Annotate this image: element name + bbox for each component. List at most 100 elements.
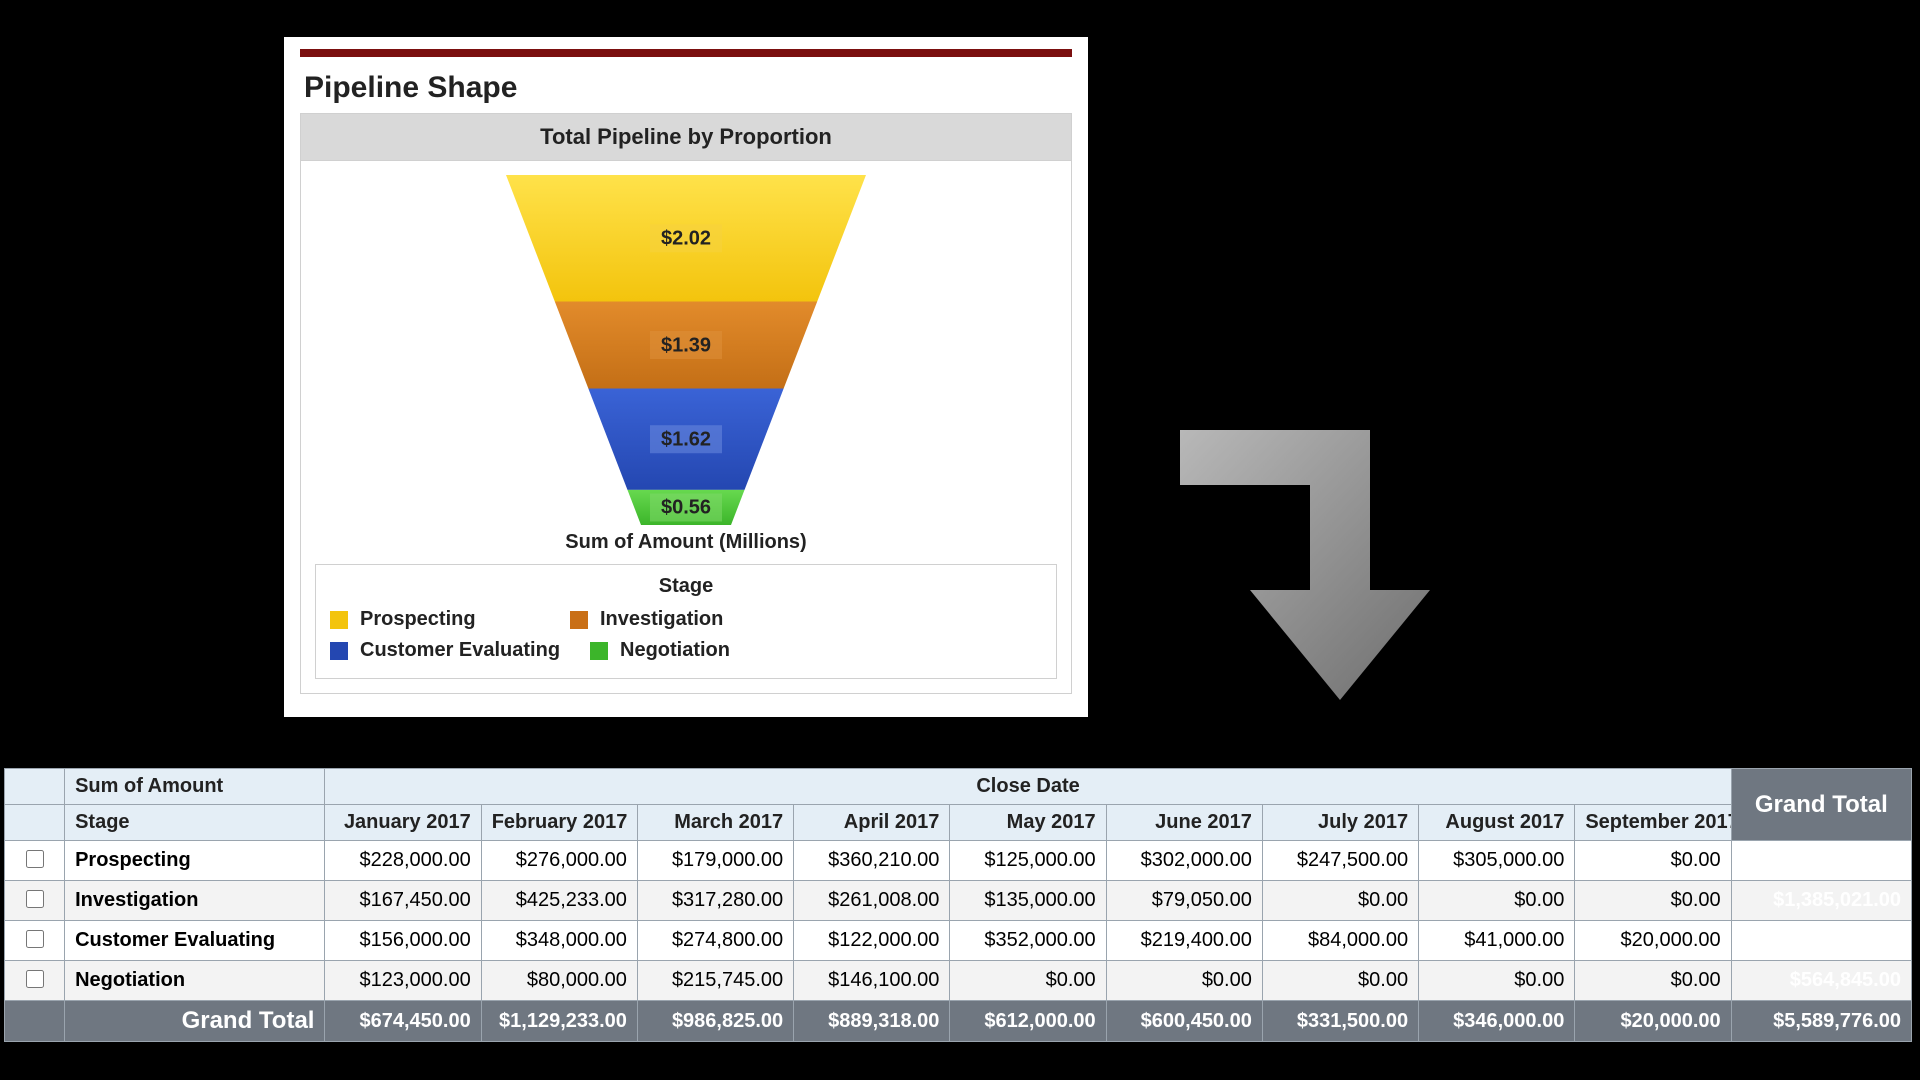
value-cell: $276,000.00 bbox=[481, 841, 637, 881]
value-cell: $228,000.00 bbox=[325, 841, 481, 881]
panel-inner: Total Pipeline by Proportion $2.02$1.39$… bbox=[300, 113, 1072, 694]
column-total-cell: $889,318.00 bbox=[794, 1001, 950, 1042]
funnel-value-label: $2.02 bbox=[661, 228, 711, 250]
hdr-stage: Stage bbox=[65, 805, 325, 841]
row-checkbox[interactable] bbox=[26, 970, 44, 988]
row-total-cell: $564,845.00 bbox=[1731, 961, 1911, 1001]
value-cell: $123,000.00 bbox=[325, 961, 481, 1001]
chart-title: Total Pipeline by Proportion bbox=[301, 114, 1071, 161]
value-cell: $0.00 bbox=[1419, 961, 1575, 1001]
hdr-month: September 2017 bbox=[1575, 805, 1731, 841]
table-row: Prospecting$228,000.00$276,000.00$179,00… bbox=[5, 841, 1912, 881]
value-cell: $360,210.00 bbox=[794, 841, 950, 881]
value-cell: $0.00 bbox=[1262, 881, 1418, 921]
hdr-month: May 2017 bbox=[950, 805, 1106, 841]
legend-label: Investigation bbox=[600, 608, 723, 631]
row-checkbox[interactable] bbox=[26, 890, 44, 908]
row-total-cell: $1,617,200.00 bbox=[1731, 921, 1911, 961]
legend-swatch bbox=[570, 611, 588, 629]
row-total-cell: $2,022,710.00 bbox=[1731, 841, 1911, 881]
row-checkbox[interactable] bbox=[26, 930, 44, 948]
funnel-value-label: $0.56 bbox=[661, 497, 711, 519]
value-cell: $219,400.00 bbox=[1106, 921, 1262, 961]
stage-name-cell: Investigation bbox=[65, 881, 325, 921]
value-cell: $0.00 bbox=[1419, 881, 1575, 921]
value-cell: $80,000.00 bbox=[481, 961, 637, 1001]
value-cell: $125,000.00 bbox=[950, 841, 1106, 881]
legend-item-customer-evaluating: Customer Evaluating bbox=[330, 639, 590, 662]
grand-total-label: Grand Total bbox=[65, 1001, 325, 1042]
row-total-cell: $1,385,021.00 bbox=[1731, 881, 1911, 921]
down-right-arrow-icon bbox=[1180, 430, 1460, 710]
legend-item-negotiation: Negotiation bbox=[590, 639, 830, 662]
value-cell: $0.00 bbox=[1575, 841, 1731, 881]
hdr-month: April 2017 bbox=[794, 805, 950, 841]
value-cell: $179,000.00 bbox=[637, 841, 793, 881]
value-cell: $348,000.00 bbox=[481, 921, 637, 961]
value-cell: $20,000.00 bbox=[1575, 921, 1731, 961]
panel-top-accent bbox=[300, 49, 1072, 57]
column-total-cell: $20,000.00 bbox=[1575, 1001, 1731, 1042]
value-cell: $274,800.00 bbox=[637, 921, 793, 961]
column-total-cell: $331,500.00 bbox=[1262, 1001, 1418, 1042]
value-cell: $247,500.00 bbox=[1262, 841, 1418, 881]
value-cell: $0.00 bbox=[950, 961, 1106, 1001]
value-cell: $135,000.00 bbox=[950, 881, 1106, 921]
legend-label: Customer Evaluating bbox=[360, 639, 560, 662]
legend-swatch bbox=[330, 642, 348, 660]
legend-swatch bbox=[590, 642, 608, 660]
value-cell: $0.00 bbox=[1106, 961, 1262, 1001]
table-row: Customer Evaluating$156,000.00$348,000.0… bbox=[5, 921, 1912, 961]
value-cell: $84,000.00 bbox=[1262, 921, 1418, 961]
funnel-chart: $2.02 $1.39 $1.62 $0.56 Sum of Amount (Mill… bbox=[301, 161, 1071, 679]
funnel-value-label: $1.39 bbox=[661, 334, 711, 356]
column-total-cell: $600,450.00 bbox=[1106, 1001, 1262, 1042]
pivot-table: Sum of AmountClose DateGrand TotalStageJ… bbox=[4, 768, 1912, 1042]
panel-title: Pipeline Shape bbox=[284, 57, 1088, 113]
funnel-value-label: $1.62 bbox=[661, 429, 711, 451]
funnel-svg: $2.02 $1.39 $1.62 $0.56 bbox=[436, 175, 936, 525]
hdr-month: July 2017 bbox=[1262, 805, 1418, 841]
legend-title: Stage bbox=[330, 573, 1042, 604]
legend-item-investigation: Investigation bbox=[570, 608, 810, 631]
value-cell: $41,000.00 bbox=[1419, 921, 1575, 961]
hdr-grand-total: Grand Total bbox=[1731, 769, 1911, 841]
legend-item-prospecting: Prospecting bbox=[330, 608, 570, 631]
value-cell: $352,000.00 bbox=[950, 921, 1106, 961]
hdr-close-date: Close Date bbox=[325, 769, 1731, 805]
value-cell: $0.00 bbox=[1262, 961, 1418, 1001]
legend-items: Prospecting Investigation Customer Evaluat… bbox=[330, 604, 1042, 666]
value-cell: $146,100.00 bbox=[794, 961, 950, 1001]
table-row: Investigation$167,450.00$425,233.00$317,… bbox=[5, 881, 1912, 921]
legend-swatch bbox=[330, 611, 348, 629]
stage-name-cell: Prospecting bbox=[65, 841, 325, 881]
value-cell: $425,233.00 bbox=[481, 881, 637, 921]
value-cell: $302,000.00 bbox=[1106, 841, 1262, 881]
value-cell: $0.00 bbox=[1575, 961, 1731, 1001]
table-row: Negotiation$123,000.00$80,000.00$215,745… bbox=[5, 961, 1912, 1001]
value-cell: $122,000.00 bbox=[794, 921, 950, 961]
hdr-month: February 2017 bbox=[481, 805, 637, 841]
hdr-sum-of-amount: Sum of Amount bbox=[65, 769, 325, 805]
column-total-cell: $346,000.00 bbox=[1419, 1001, 1575, 1042]
column-total-cell: $612,000.00 bbox=[950, 1001, 1106, 1042]
value-cell: $167,450.00 bbox=[325, 881, 481, 921]
pipeline-shape-panel: Pipeline Shape Total Pipeline by Proport… bbox=[284, 37, 1088, 717]
value-cell: $215,745.00 bbox=[637, 961, 793, 1001]
hdr-spacer bbox=[5, 769, 65, 805]
value-cell: $0.00 bbox=[1575, 881, 1731, 921]
stage-name-cell: Negotiation bbox=[65, 961, 325, 1001]
axis-label: Sum of Amount (Millions) bbox=[301, 525, 1071, 564]
column-total-cell: $986,825.00 bbox=[637, 1001, 793, 1042]
hdr-month: August 2017 bbox=[1419, 805, 1575, 841]
legend-box: Stage Prospecting Investigation Customer E… bbox=[315, 564, 1057, 679]
hdr-month: March 2017 bbox=[637, 805, 793, 841]
legend-label: Prospecting bbox=[360, 608, 476, 631]
value-cell: $317,280.00 bbox=[637, 881, 793, 921]
grand-total-row: Grand Total$674,450.00$1,129,233.00$986,… bbox=[5, 1001, 1912, 1042]
row-checkbox[interactable] bbox=[26, 850, 44, 868]
hdr-month: June 2017 bbox=[1106, 805, 1262, 841]
column-total-cell: $1,129,233.00 bbox=[481, 1001, 637, 1042]
column-total-cell: $674,450.00 bbox=[325, 1001, 481, 1042]
value-cell: $305,000.00 bbox=[1419, 841, 1575, 881]
